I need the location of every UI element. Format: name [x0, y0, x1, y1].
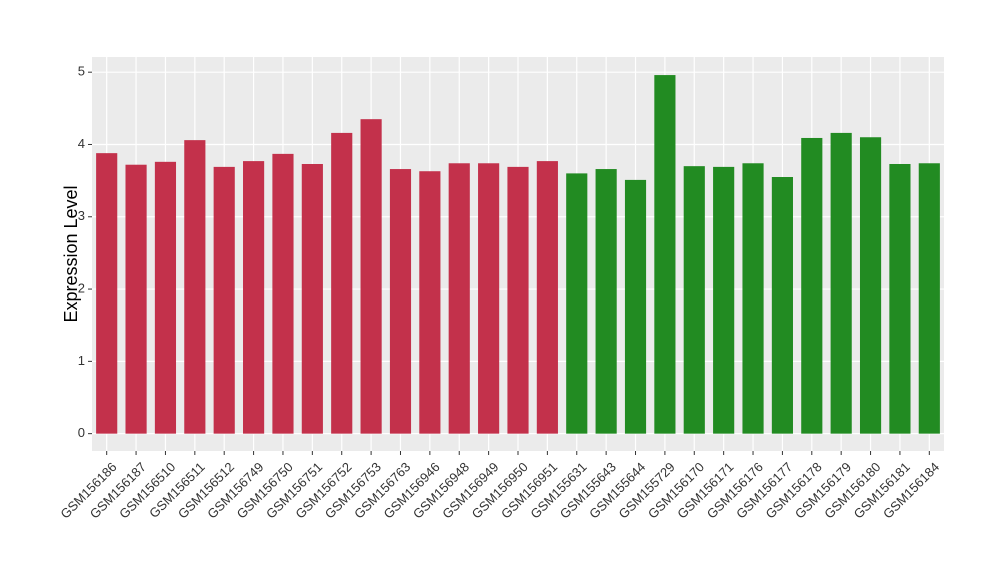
bar: [184, 140, 206, 434]
bar: [243, 161, 265, 434]
bar: [624, 179, 647, 434]
bar: [801, 137, 823, 434]
bar: [742, 163, 764, 434]
bar: [360, 119, 382, 434]
bar: [830, 132, 852, 434]
bar: [918, 163, 940, 434]
bar: [683, 166, 705, 434]
y-axis-label: Expression Level: [61, 185, 81, 322]
bar: [96, 153, 118, 434]
bar: [536, 161, 558, 434]
bar: [566, 173, 588, 434]
bar: [272, 153, 294, 434]
bar: [507, 166, 529, 434]
bar: [478, 163, 500, 434]
bar: [389, 169, 412, 434]
y-tick-label: 3: [78, 208, 85, 223]
y-tick-label: 5: [78, 64, 85, 79]
bar: [419, 171, 441, 434]
bar: [448, 163, 470, 434]
y-tick-label: 2: [78, 280, 85, 295]
y-tick-label: 4: [78, 136, 85, 151]
bar: [301, 163, 323, 434]
bar: [595, 169, 617, 434]
bar: [859, 137, 882, 434]
bar: [654, 75, 676, 434]
bar: [154, 161, 177, 434]
y-tick-label: 1: [78, 353, 85, 368]
bar: [713, 166, 735, 434]
bar: [125, 164, 147, 434]
bar: [213, 166, 235, 434]
y-tick-label: 0: [78, 425, 85, 440]
bar: [331, 132, 353, 434]
bar: [889, 163, 911, 434]
bar: [771, 177, 793, 434]
